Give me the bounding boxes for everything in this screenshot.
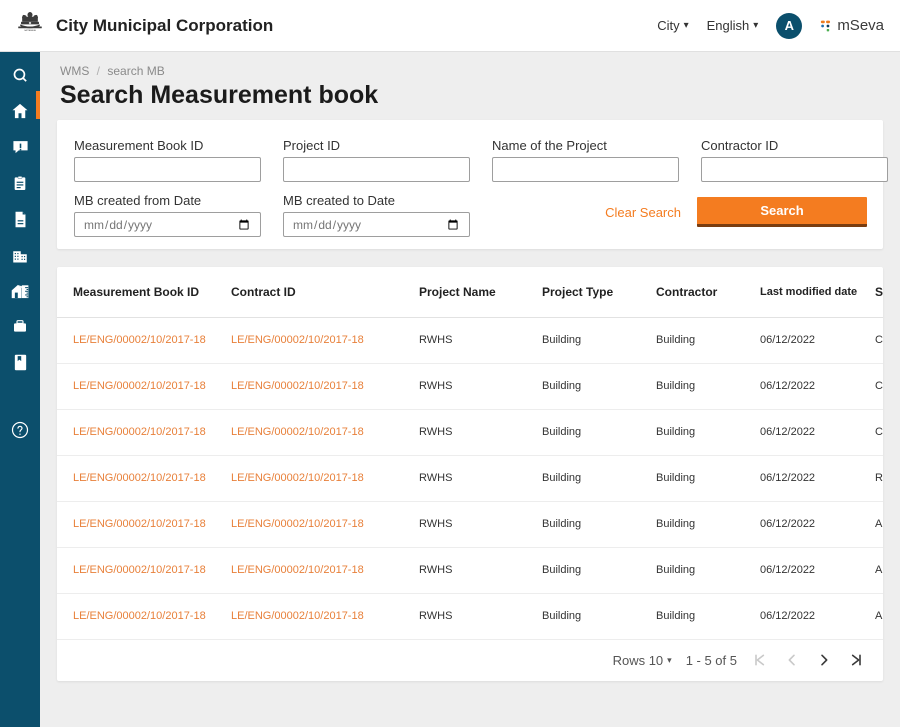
svg-text:SATYAMEVA: SATYAMEVA: [24, 29, 36, 32]
